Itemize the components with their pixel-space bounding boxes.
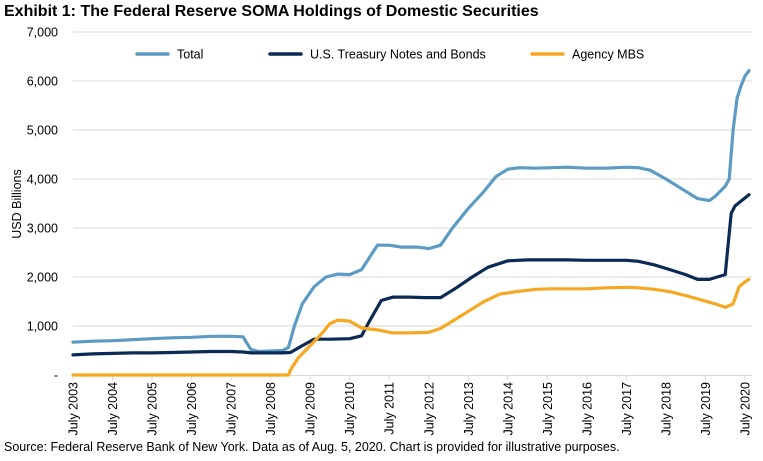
legend-label: U.S. Treasury Notes and Bonds xyxy=(310,48,486,62)
chart-title: Exhibit 1: The Federal Reserve SOMA Hold… xyxy=(4,3,539,20)
legend-item: Total xyxy=(135,48,203,62)
legend-label: Total xyxy=(177,48,203,62)
x-axis-ticks: July 2003 July 2004 July 2005 July 2006 July… xyxy=(67,375,753,436)
source-note: Source: Federal Reserve Bank of New York… xyxy=(4,440,620,454)
x-tick-label: July 2016 xyxy=(580,382,594,436)
x-tick-label: July 2012 xyxy=(422,382,436,436)
x-tick-label: July 2005 xyxy=(146,382,160,436)
x-tick-label: July 2011 xyxy=(383,382,397,435)
x-tick-label: July 2004 xyxy=(106,382,120,436)
x-tick-label: July 2014 xyxy=(501,382,515,436)
x-tick-label: July 2007 xyxy=(225,382,239,436)
series-line-treasury xyxy=(71,193,751,357)
y-tick-label: 7,000 xyxy=(27,26,58,40)
gridlines xyxy=(73,31,752,327)
x-tick-label: July 2015 xyxy=(541,382,555,436)
x-tick-label: July 2003 xyxy=(67,382,81,436)
y-tick-label: 6,000 xyxy=(27,75,58,89)
x-tick-label: July 2009 xyxy=(304,382,318,436)
y-tick-label: 4,000 xyxy=(27,173,58,187)
series-line-agency-mbs xyxy=(71,277,751,377)
y-axis-label: USD Billions xyxy=(10,169,24,238)
legend: Total U.S. Treasury Notes and Bonds Agency… xyxy=(135,48,644,62)
x-tick-label: July 2013 xyxy=(462,382,476,436)
x-tick-label: July 2010 xyxy=(343,382,357,436)
legend-item: Agency MBS xyxy=(530,48,644,62)
series-lines xyxy=(71,69,751,377)
x-tick-label: July 2008 xyxy=(264,382,278,436)
series-line-total xyxy=(71,69,751,354)
legend-item: U.S. Treasury Notes and Bonds xyxy=(268,48,486,62)
x-tick-label: July 2020 xyxy=(739,382,753,436)
y-axis-ticks: - 1,000 2,000 3,000 4,000 5,000 6,000 7,000 xyxy=(27,26,58,383)
x-tick-label: July 2006 xyxy=(185,382,199,436)
y-tick-label: - xyxy=(54,369,58,383)
legend-label: Agency MBS xyxy=(572,48,644,62)
y-tick-label: 5,000 xyxy=(27,124,58,138)
y-tick-label: 3,000 xyxy=(27,222,58,236)
x-tick-label: July 2017 xyxy=(620,382,634,436)
y-tick-label: 2,000 xyxy=(27,271,58,285)
x-tick-label: July 2018 xyxy=(659,382,673,436)
y-tick-label: 1,000 xyxy=(27,320,58,334)
x-tick-label: July 2019 xyxy=(699,382,713,436)
